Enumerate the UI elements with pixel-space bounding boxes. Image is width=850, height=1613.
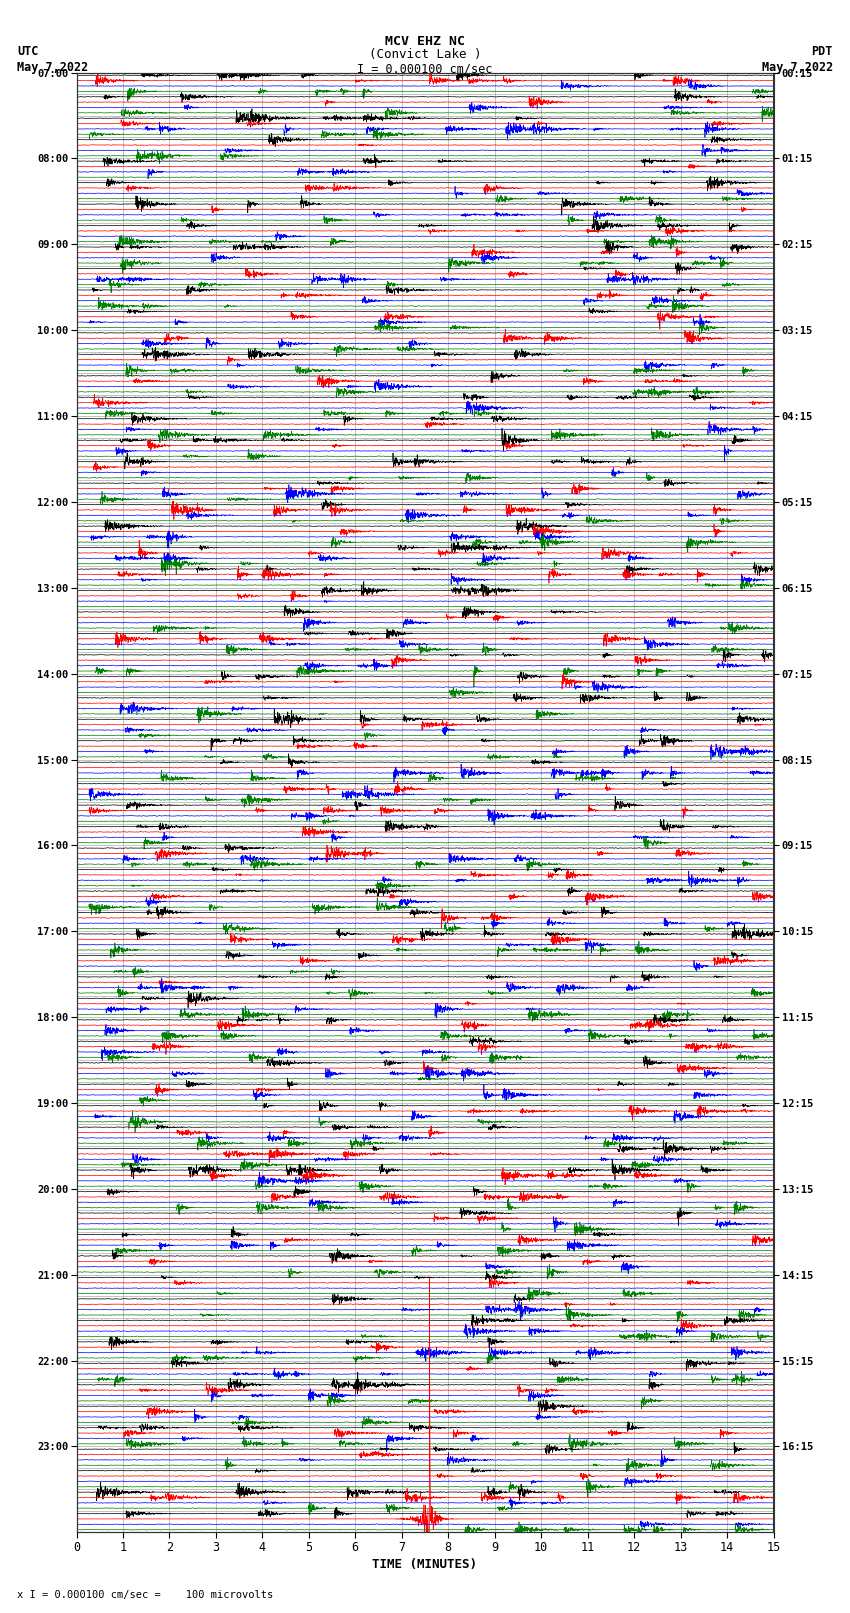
Text: (Convict Lake ): (Convict Lake )	[369, 48, 481, 61]
Text: x I = 0.000100 cm/sec =    100 microvolts: x I = 0.000100 cm/sec = 100 microvolts	[17, 1590, 273, 1600]
Text: UTC: UTC	[17, 45, 38, 58]
Text: MCV EHZ NC: MCV EHZ NC	[385, 35, 465, 48]
Text: I = 0.000100 cm/sec: I = 0.000100 cm/sec	[357, 63, 493, 76]
Text: May 7,2022: May 7,2022	[762, 61, 833, 74]
Text: PDT: PDT	[812, 45, 833, 58]
X-axis label: TIME (MINUTES): TIME (MINUTES)	[372, 1558, 478, 1571]
Text: May 7,2022: May 7,2022	[17, 61, 88, 74]
